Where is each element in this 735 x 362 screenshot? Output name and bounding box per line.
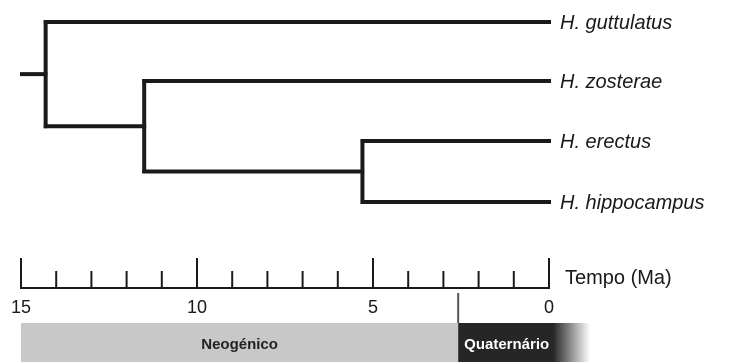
- tree-branches: [20, 20, 551, 204]
- period-quaternario-bar: [458, 323, 590, 362]
- taxon-label: H. hippocampus: [560, 192, 705, 214]
- period-neogenico-bar: [21, 323, 459, 362]
- geologic-period-bar: Neogénico Quaternário: [21, 293, 590, 362]
- taxon-labels: H. guttulatus H. zosterae H. erectus H. hip…: [560, 12, 705, 214]
- period-label: Neogénico: [201, 336, 278, 353]
- tick-label: 15: [11, 297, 31, 317]
- axis-title: Tempo (Ma): [565, 267, 672, 289]
- period-label: Quaternário: [464, 336, 549, 353]
- tick-label: 0: [544, 297, 554, 317]
- taxon-label: H. erectus: [560, 131, 651, 153]
- taxon-label: H. zosterae: [560, 71, 662, 93]
- tick-label: 10: [187, 297, 207, 317]
- time-axis: 15 10 5 0 Tempo (Ma): [11, 258, 672, 317]
- taxon-label: H. guttulatus: [560, 12, 672, 34]
- tick-label: 5: [368, 297, 378, 317]
